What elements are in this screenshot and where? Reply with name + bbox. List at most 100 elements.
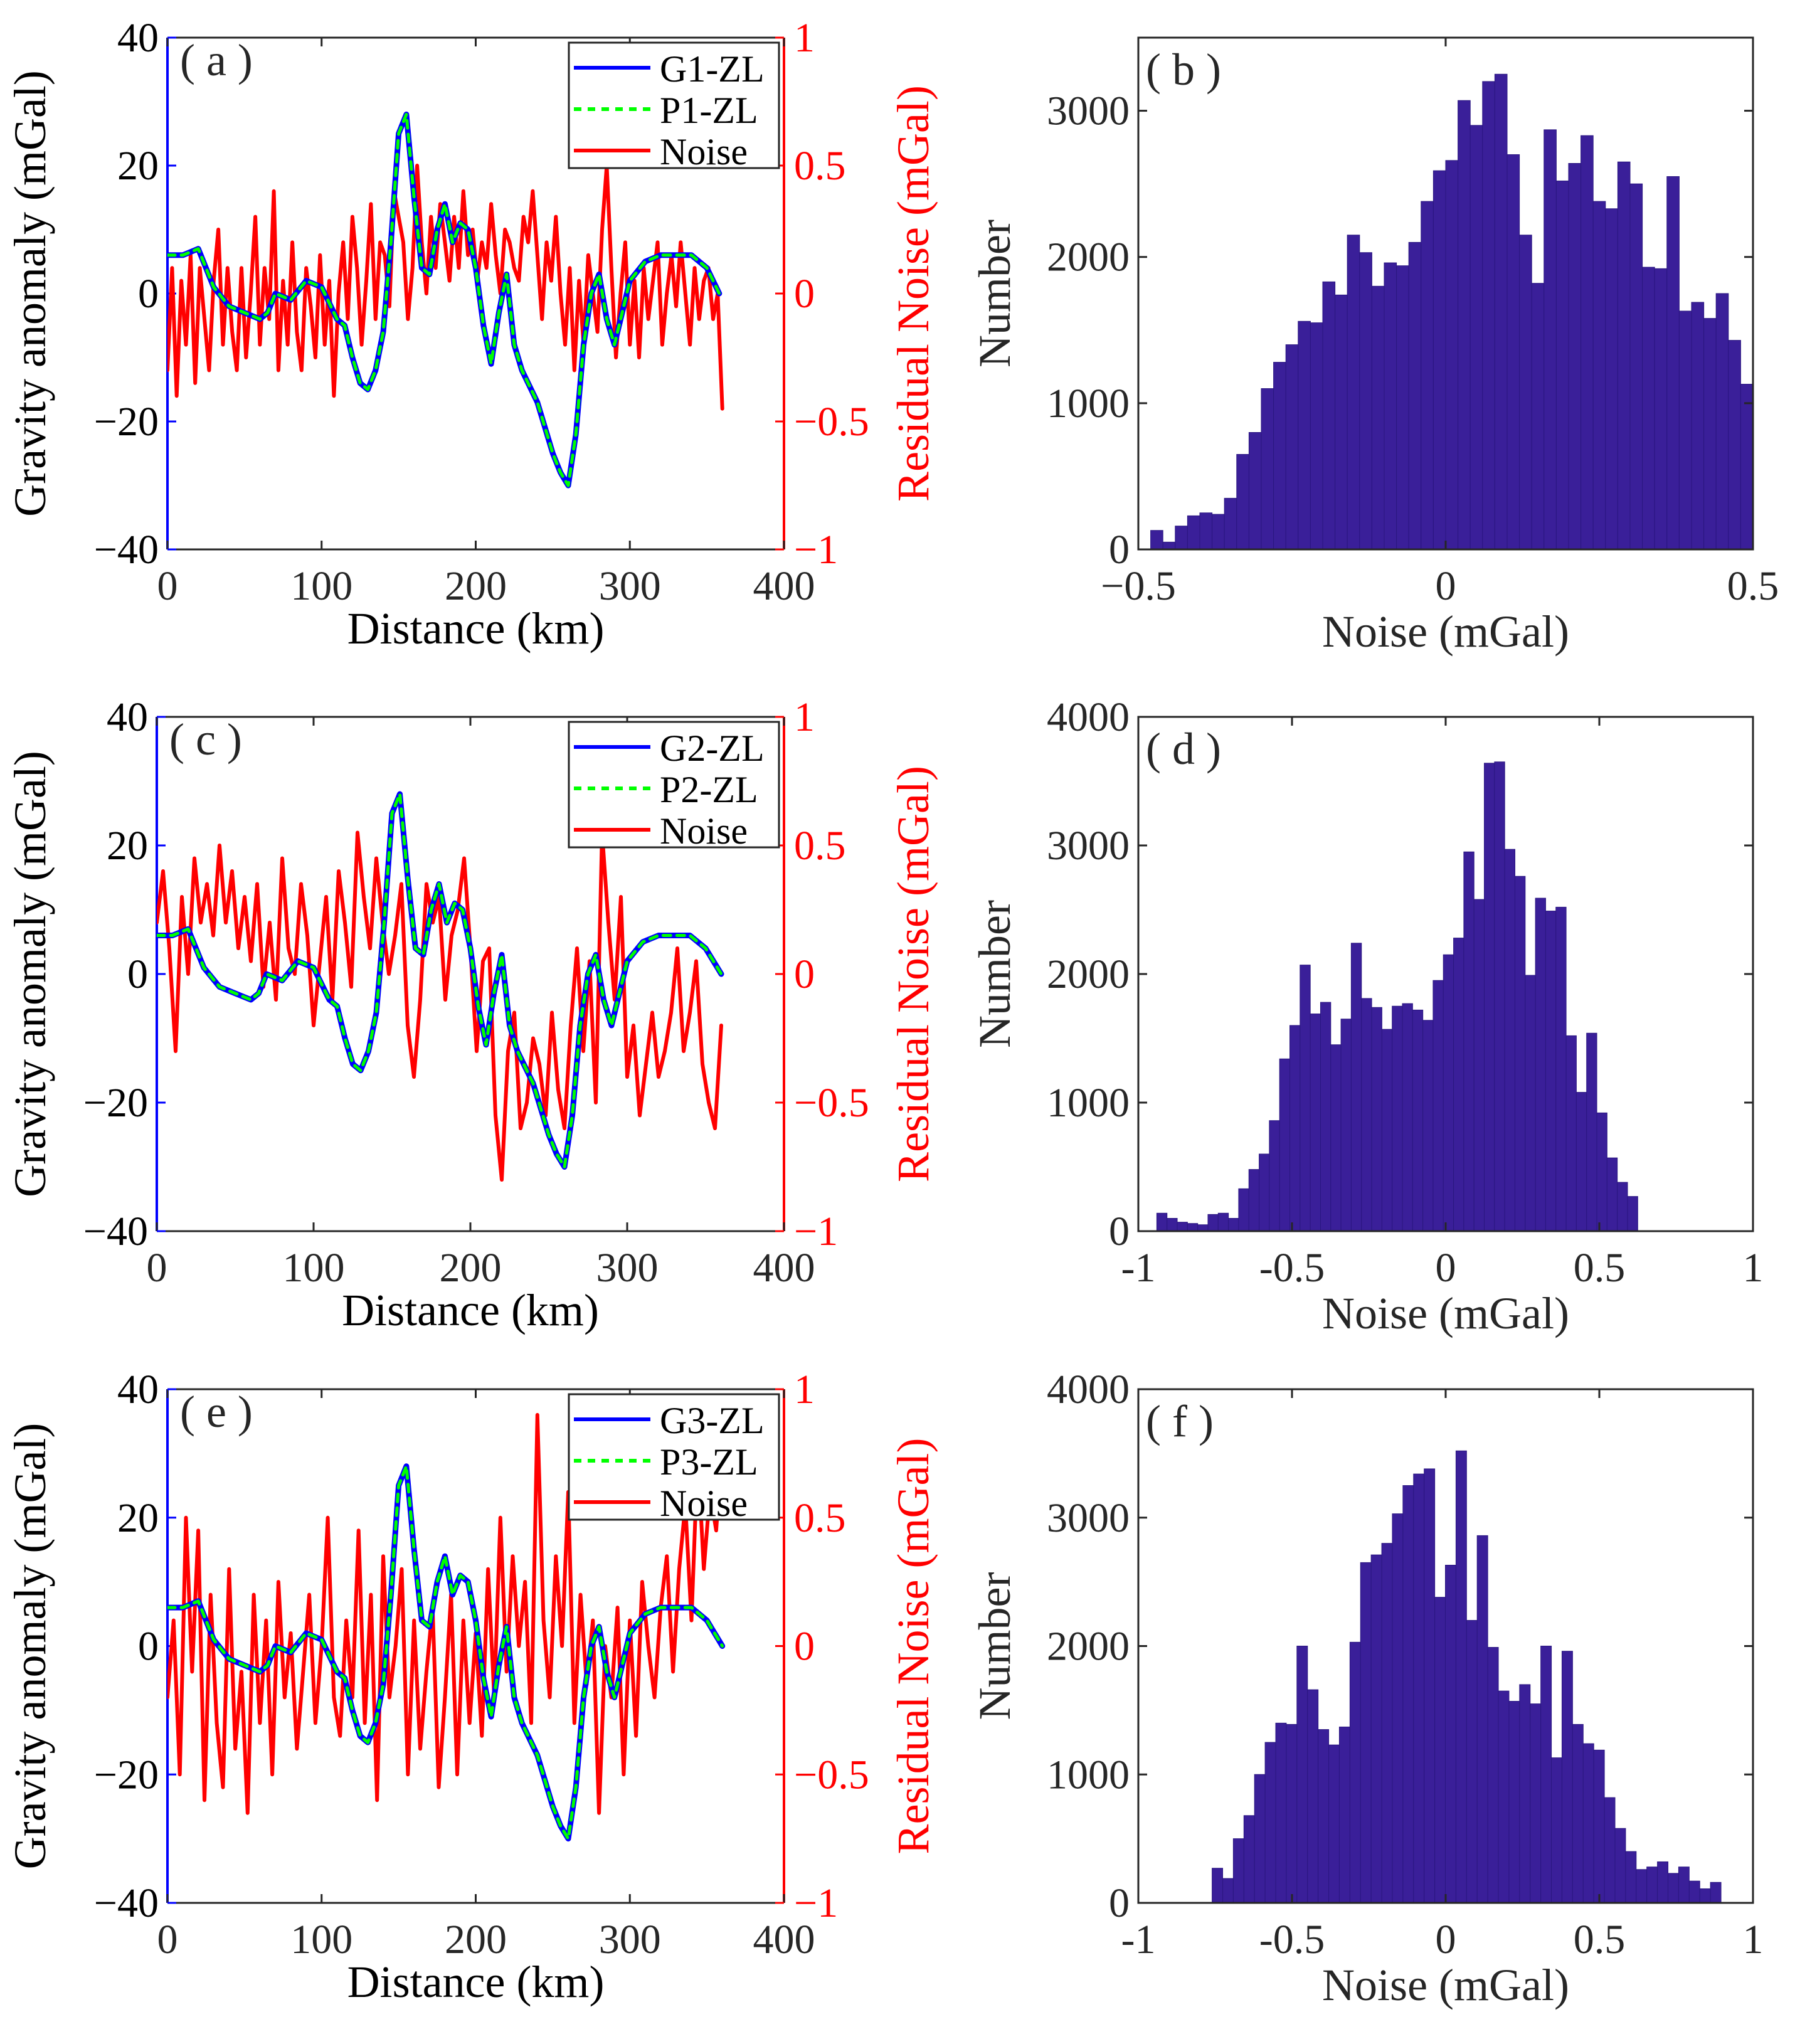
histogram-bar [1453, 938, 1464, 1232]
histogram-bar [1581, 135, 1594, 550]
histogram-bar [1555, 180, 1569, 550]
plot-area [157, 791, 724, 1182]
x-axis-label: Noise (mGal) [1322, 606, 1569, 657]
y-tick-label-left: 0 [138, 1624, 159, 1670]
histogram-bar [1668, 1873, 1679, 1904]
histogram-bar [1384, 262, 1397, 550]
y-tick-label-right: −1 [794, 527, 838, 573]
x-tick-label: -1 [1121, 1245, 1156, 1291]
histogram-bar [1432, 980, 1444, 1232]
x-tick-label: 100 [283, 1245, 345, 1291]
histogram-bar [1568, 163, 1582, 550]
histogram-bar [1175, 526, 1188, 550]
panel-label: ( c ) [169, 714, 242, 765]
y-tick-label-right: 0 [794, 271, 815, 317]
histogram-bar [1162, 541, 1176, 550]
histogram-bar [1269, 1120, 1280, 1232]
histogram-bar [1629, 183, 1643, 550]
y-tick-label-right: −0.5 [794, 1080, 869, 1126]
legend-label: G1-ZL [660, 48, 765, 90]
x-tick-label: 1 [1743, 1245, 1764, 1291]
legend-label: P2-ZL [660, 769, 758, 810]
histogram-bar [1531, 283, 1545, 550]
histogram-bar [1236, 453, 1249, 550]
y-tick-label: 1000 [1047, 1080, 1130, 1126]
y-tick-label-left: 40 [117, 15, 159, 61]
x-tick-label: 0.5 [1574, 1917, 1626, 1962]
histogram-bar [1432, 170, 1446, 550]
histogram-bar [1586, 1032, 1597, 1232]
y-tick-label: 3000 [1047, 823, 1130, 869]
histogram-bar [1370, 1554, 1382, 1904]
x-tick-label: -0.5 [1259, 1917, 1325, 1962]
histogram-bar [1349, 1641, 1361, 1904]
histogram-bar [1494, 73, 1508, 550]
histogram-bar [1338, 1726, 1350, 1904]
x-tick-label: 300 [596, 1245, 659, 1291]
histogram-bar [1445, 1565, 1456, 1904]
x-tick-label: −0.5 [1101, 563, 1176, 609]
histogram-bar [1243, 1815, 1255, 1904]
histogram-bar [1222, 1878, 1234, 1904]
y-axis-label-right: Residual Noise (mGal) [888, 85, 938, 502]
histogram-bar [1592, 201, 1606, 550]
histogram-bar [1519, 1684, 1531, 1904]
panel-label: ( e ) [180, 1387, 253, 1437]
histogram-bar [1156, 1212, 1168, 1232]
histogram-bar [1150, 530, 1163, 550]
histogram-bar [1625, 1851, 1637, 1904]
series-line-p2-zl [157, 792, 723, 1168]
histogram-bar [1678, 1867, 1690, 1904]
histogram-bar [1421, 201, 1434, 550]
y-tick-label: 4000 [1047, 694, 1130, 740]
histogram-bar [1422, 1020, 1434, 1232]
x-tick-label: 0 [1436, 563, 1456, 609]
histogram-bar [1642, 267, 1655, 550]
histogram-bar [1212, 1868, 1224, 1904]
histogram-bar [1654, 268, 1668, 550]
histogram-bar [1286, 1724, 1298, 1904]
histogram-bar [1466, 1620, 1478, 1904]
histogram-bar [1575, 1092, 1587, 1232]
histogram-bar [1508, 1701, 1520, 1904]
legend-label: Noise [660, 810, 748, 852]
histogram-bar [1688, 1880, 1700, 1904]
histogram-bar [1525, 975, 1536, 1232]
histogram-bar [1424, 1468, 1436, 1904]
y-tick-label-left: 40 [107, 694, 148, 740]
legend-label: Noise [660, 1483, 748, 1524]
histogram-bar [1678, 310, 1692, 550]
histogram-bar [1627, 1196, 1638, 1232]
legend-box [568, 1393, 780, 1521]
y-tick-label-right: 0 [794, 951, 815, 997]
histogram-bar [1596, 1112, 1607, 1232]
histogram-bar [1207, 1214, 1219, 1232]
histogram-bar [1614, 1828, 1626, 1904]
y-tick-label-right: 0.5 [794, 823, 846, 869]
histogram-bar [1514, 876, 1526, 1232]
y-axis-label: Number [970, 900, 1020, 1048]
histogram-bar [1604, 1797, 1616, 1904]
x-axis-label: Noise (mGal) [1322, 1288, 1569, 1338]
bars [1156, 761, 1638, 1232]
legend-box [568, 41, 780, 169]
histogram-bar [1310, 322, 1323, 550]
x-axis-label: Noise (mGal) [1322, 1960, 1569, 2010]
histogram-bar [1300, 965, 1311, 1232]
y-tick-label-left: 40 [117, 1367, 159, 1412]
y-tick-label-left: 20 [117, 1495, 159, 1541]
histogram-bar [1504, 849, 1515, 1232]
panel-label: ( b ) [1146, 45, 1221, 95]
histogram-bar [1561, 1651, 1573, 1904]
y-axis-label: Number [970, 1572, 1020, 1720]
plot-area [167, 111, 724, 489]
histogram-bar [1728, 340, 1741, 550]
x-tick-label: 300 [599, 563, 661, 609]
y-tick-label-right: −0.5 [794, 1752, 869, 1798]
x-tick-label: 1 [1743, 1917, 1764, 1962]
histogram-bar [1498, 1690, 1510, 1904]
histogram-bar [1285, 344, 1299, 550]
